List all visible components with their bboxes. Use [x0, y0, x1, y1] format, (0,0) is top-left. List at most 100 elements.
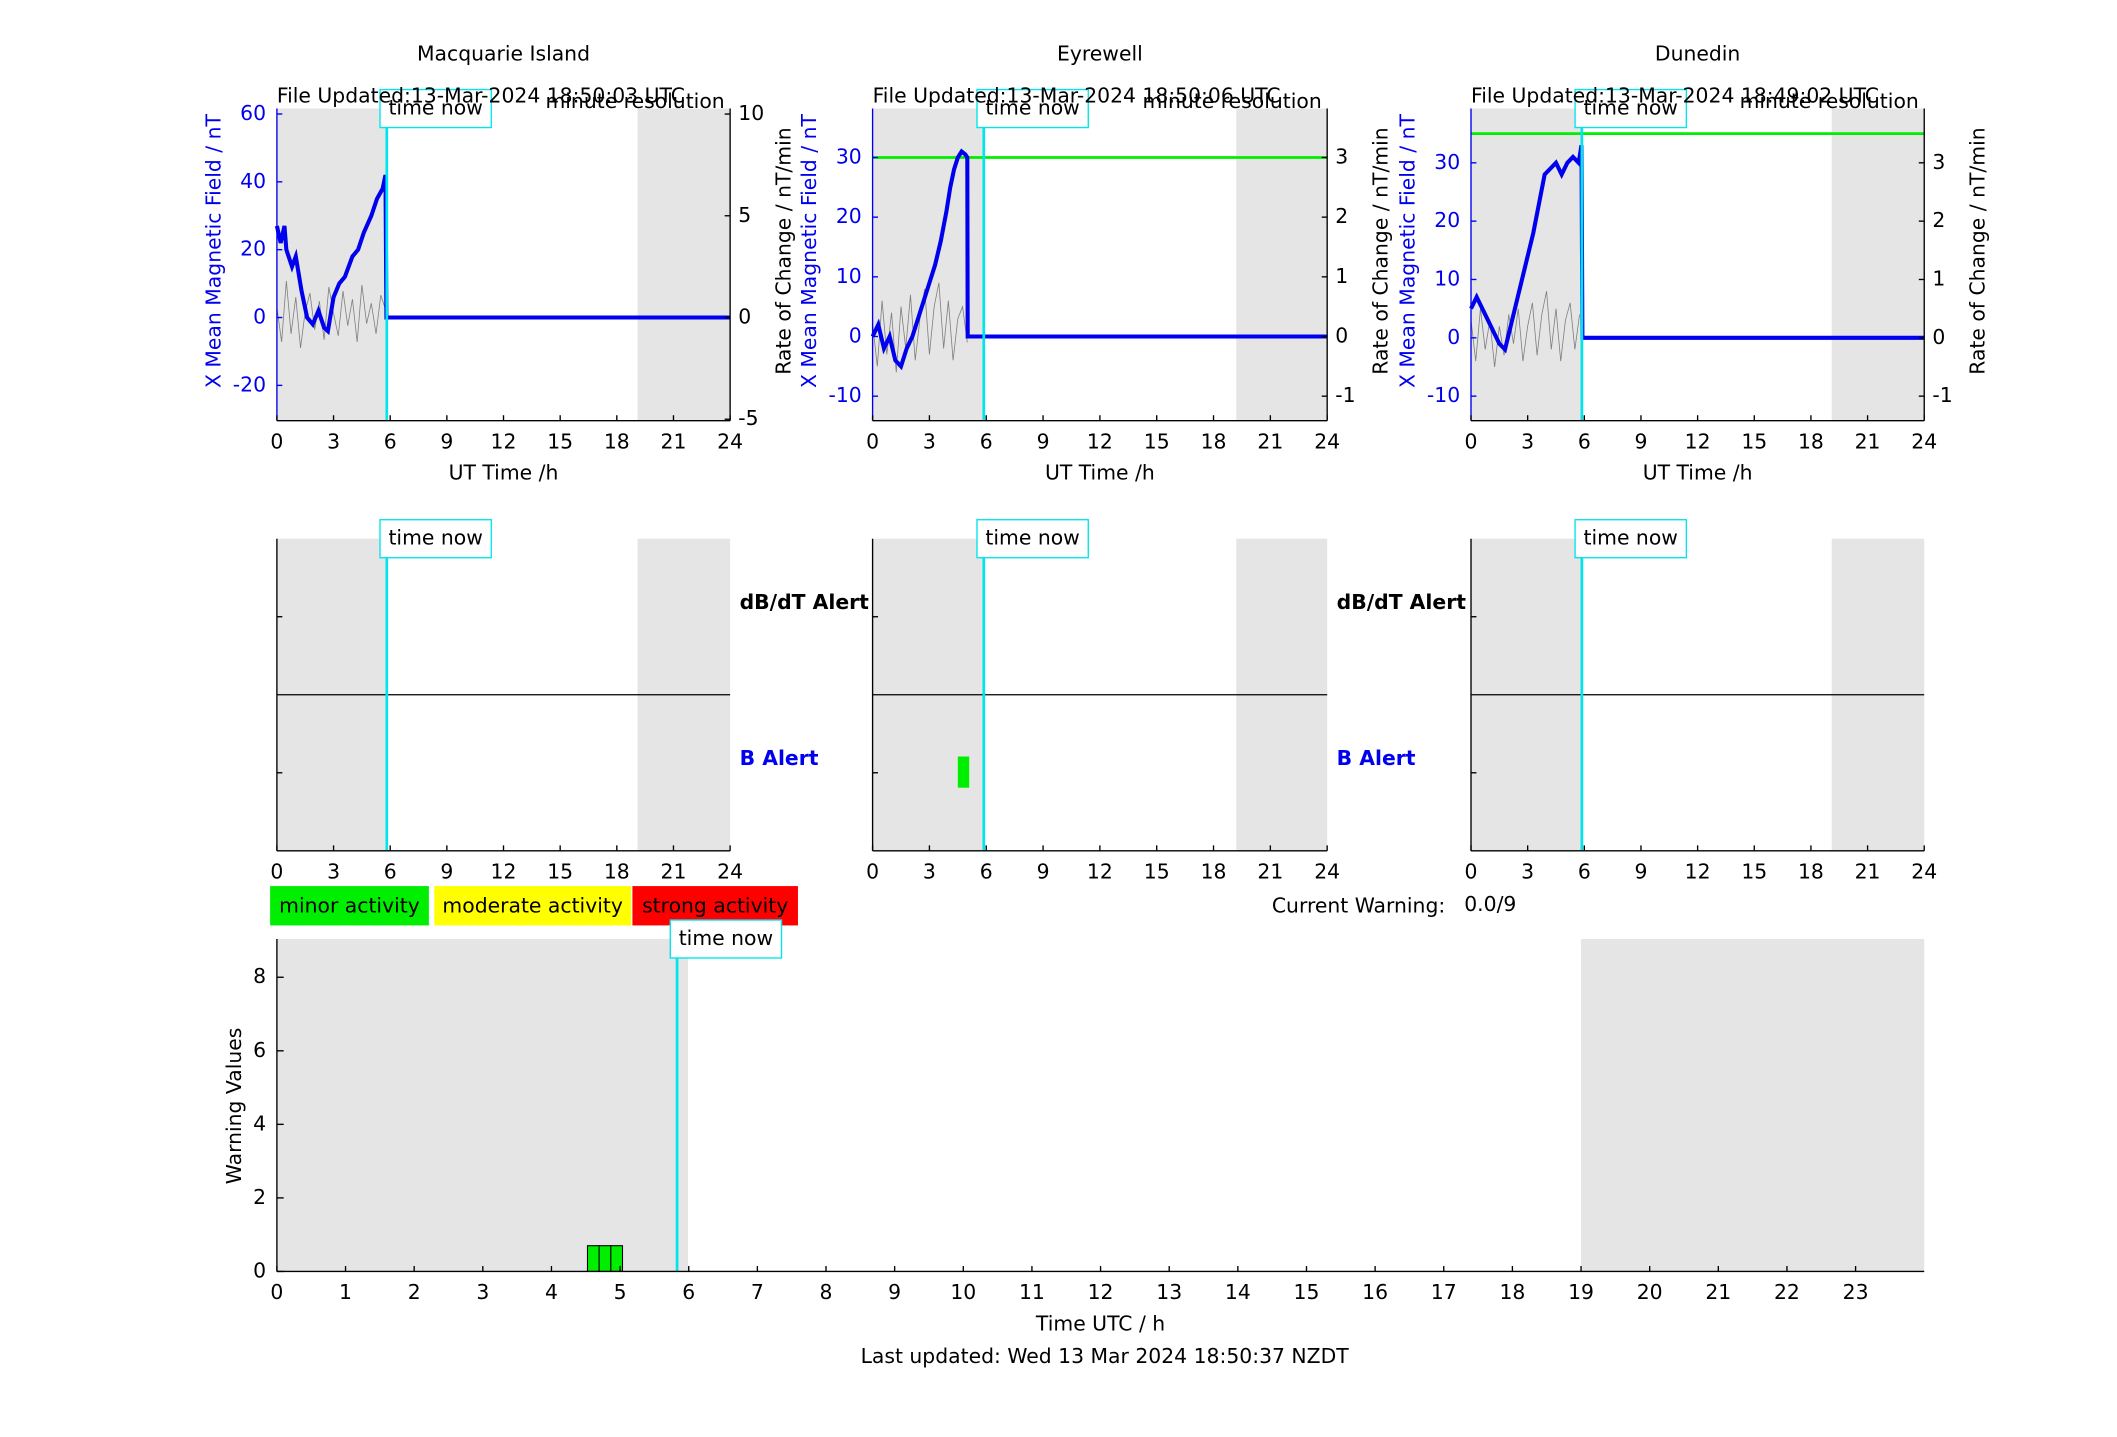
x-tick-label: 5: [614, 1280, 627, 1304]
x-tick-label: 18: [604, 429, 630, 453]
time-now-label: time now: [985, 526, 1079, 550]
y2-tick-label: 2: [1932, 208, 1945, 232]
x-tick-label: 24: [717, 860, 743, 884]
time-now-label: time now: [1583, 526, 1677, 550]
y-tick-label: -20: [233, 372, 266, 396]
x-tick-label: 21: [1855, 860, 1881, 884]
x-tick-label: 10: [950, 1280, 976, 1304]
x-tick-label: 18: [1499, 1280, 1525, 1304]
row-label: dB/dT Alert: [740, 590, 870, 614]
y2-tick-label: 0: [1932, 325, 1945, 349]
time-now-label: time now: [985, 96, 1079, 120]
y-axis-label: Warning Values: [222, 1028, 246, 1185]
y-axis-label: X Mean Magnetic Field / nT: [1396, 113, 1420, 388]
x-tick-label: 19: [1568, 1280, 1594, 1304]
chart-title: Macquarie Island: [417, 41, 590, 65]
x-tick-label: 9: [440, 429, 453, 453]
y2-tick-label: 5: [738, 203, 751, 227]
x-tick-label: 14: [1225, 1280, 1251, 1304]
x-tick-label: 0: [1465, 860, 1478, 884]
x-tick-label: 0: [1465, 429, 1478, 453]
x-tick-label: 12: [491, 860, 517, 884]
x-tick-label: 6: [384, 429, 397, 453]
y-tick-label: 20: [240, 237, 266, 261]
x-tick-label: 8: [820, 1280, 833, 1304]
x-tick-label: 15: [1741, 429, 1767, 453]
row-label: dB/dT Alert: [1337, 590, 1467, 614]
x-tick-label: 12: [1685, 860, 1711, 884]
x-tick-label: 6: [682, 1280, 695, 1304]
y-tick-label: 40: [240, 169, 266, 193]
shaded-region: [637, 108, 731, 421]
x-tick-label: 6: [384, 860, 397, 884]
x-tick-label: 24: [717, 429, 743, 453]
x-tick-label: 18: [1201, 429, 1227, 453]
x-tick-label: 15: [1294, 1280, 1320, 1304]
time-now-box: [1574, 519, 1688, 559]
y-tick-label: 20: [836, 204, 862, 228]
row-label: B Alert: [740, 746, 819, 770]
x-tick-label: 0: [270, 1280, 283, 1304]
y-tick-label: 2: [253, 1185, 266, 1209]
time-now-label: time now: [388, 526, 482, 550]
y-tick-label: 0: [1447, 325, 1460, 349]
resolution: minute resolution: [1740, 89, 1919, 113]
data-line: [1469, 144, 1925, 354]
y-tick-label: 10: [836, 264, 862, 288]
x-tick-label: 3: [923, 860, 936, 884]
file-updated: File Updated:13-Mar-2024 18:49:02 UTC: [1471, 83, 1879, 107]
x-tick-label: 11: [1019, 1280, 1045, 1304]
x-tick-label: 17: [1431, 1280, 1457, 1304]
data-line: [274, 174, 731, 336]
x-tick-label: 6: [980, 860, 993, 884]
time-now-label: time now: [388, 96, 482, 120]
y-tick-label: 8: [253, 964, 266, 988]
x-tick-label: 3: [1521, 860, 1534, 884]
x-tick-label: 0: [270, 429, 283, 453]
resolution: minute resolution: [1143, 89, 1322, 113]
x-tick-label: 0: [866, 429, 879, 453]
legend-label: minor activity: [279, 893, 420, 917]
shaded-region: [872, 108, 983, 421]
time-now-label: time now: [1583, 96, 1677, 120]
y2-tick-label: 1: [1932, 266, 1945, 290]
alert-bar: [957, 756, 970, 788]
y2-tick-label: -1: [1335, 383, 1355, 407]
y-axis-label: X Mean Magnetic Field / nT: [797, 113, 821, 388]
time-now-box: [1574, 88, 1688, 129]
y-tick-label: 4: [253, 1111, 266, 1135]
data-line: [870, 148, 1328, 371]
y-tick-label: 60: [240, 101, 266, 125]
legend-label: moderate activity: [442, 893, 622, 917]
y2-tick-label: 10: [738, 101, 764, 125]
file-updated: File Updated:13-Mar-2024 18:50:03 UTC: [277, 83, 685, 107]
shaded-region: [276, 939, 689, 1272]
x-tick-label: 3: [327, 860, 340, 884]
x-tick-label: 3: [923, 429, 936, 453]
x-tick-label: 24: [1911, 860, 1937, 884]
x-tick-label: 9: [1634, 860, 1647, 884]
y2-tick-label: 3: [1335, 144, 1348, 168]
bar: [586, 1245, 600, 1272]
time-now-box: [669, 919, 783, 959]
x-tick-label: 21: [1257, 429, 1283, 453]
y2-tick-label: -5: [738, 406, 758, 430]
y2-tick-label: 0: [1335, 324, 1348, 348]
chart-title: Dunedin: [1655, 41, 1740, 65]
x-tick-label: 24: [1314, 429, 1340, 453]
x-tick-label: 1: [339, 1280, 352, 1304]
x-tick-label: 15: [1741, 860, 1767, 884]
x-tick-label: 18: [604, 860, 630, 884]
shaded-region: [1831, 108, 1925, 421]
x-tick-label: 3: [327, 429, 340, 453]
y2-tick-label: 1: [1335, 264, 1348, 288]
shaded-region: [1581, 939, 1925, 1272]
y2-tick-label: 0: [738, 305, 751, 329]
y2-tick-label: -1: [1932, 383, 1952, 407]
legend-label: strong activity: [642, 893, 788, 917]
x-tick-label: 2: [408, 1280, 421, 1304]
y-axis-label: X Mean Magnetic Field / nT: [201, 113, 225, 388]
x-axis-label: UT Time /h: [449, 461, 559, 485]
x-tick-label: 18: [1798, 860, 1824, 884]
